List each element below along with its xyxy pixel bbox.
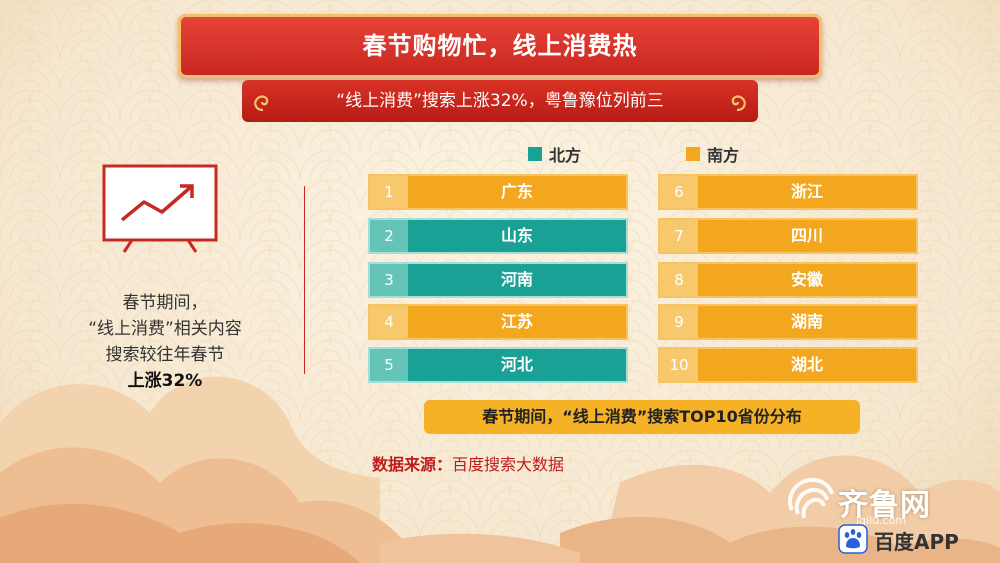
rank-row: 9 湖南 (658, 304, 918, 340)
rank-number: 7 (660, 220, 698, 252)
watermark-url: iqilu.com (856, 514, 907, 527)
stat-line-2: “线上消费”相关内容 (88, 319, 242, 339)
page-title: 春节购物忙，线上消费热 (362, 32, 638, 60)
iqilu-logo-icon (788, 477, 834, 519)
rank-row: 2 山东 (368, 218, 628, 254)
legend-north-label: 北方 (549, 146, 582, 165)
subtitle-bar (242, 80, 758, 122)
legend-north: 北方 (528, 144, 582, 165)
rank-province: 安徽 (698, 264, 916, 296)
legend-south-swatch (686, 147, 700, 161)
rank-number: 1 (370, 176, 408, 208)
stat-line-4: 上涨32% (127, 371, 203, 391)
rank-province: 湖北 (698, 349, 916, 381)
rank-province: 浙江 (698, 176, 916, 208)
cloud-swirl-icon (731, 95, 746, 112)
rank-province: 江苏 (408, 306, 626, 338)
ranking-caption: 春节期间，“线上消费”搜索TOP10省份分布 (424, 400, 860, 434)
rank-province: 四川 (698, 220, 916, 252)
legend-south: 南方 (686, 144, 740, 165)
cloud-swirl-icon (254, 95, 269, 112)
rank-row: 7 四川 (658, 218, 918, 254)
rank-row: 1 广东 (368, 174, 628, 210)
source-value: 百度搜索大数据 (452, 455, 565, 474)
rank-number: 9 (660, 306, 698, 338)
rank-province: 河南 (408, 264, 626, 296)
rank-number: 8 (660, 264, 698, 296)
divider-line (304, 186, 305, 374)
rank-row: 4 江苏 (368, 304, 628, 340)
rank-province: 广东 (408, 176, 626, 208)
rank-number: 2 (370, 220, 408, 252)
source-label: 数据来源： (372, 455, 453, 474)
baidu-paw-icon (838, 524, 868, 554)
watermark-site: 齐鲁网 (838, 488, 931, 523)
rank-number: 4 (370, 306, 408, 338)
rank-number: 6 (660, 176, 698, 208)
rank-row: 6 浙江 (658, 174, 918, 210)
baidu-app-label: 百度APP (874, 530, 959, 554)
rank-row: 10 湖北 (658, 347, 918, 383)
rank-province: 湖南 (698, 306, 916, 338)
rank-number: 3 (370, 264, 408, 296)
stat-line-3: 搜索较往年春节 (105, 345, 225, 365)
data-source: 数据来源：百度搜索大数据 (372, 452, 672, 478)
stat-line-1: 春节期间， (122, 293, 208, 313)
trend-chart-board-icon (102, 164, 218, 253)
rank-row: 8 安徽 (658, 262, 918, 298)
subtitle-text: “线上消费”搜索上涨32%，粤鲁豫位列前三 (336, 91, 664, 111)
rank-number: 5 (370, 349, 408, 381)
subtitle-banner: “线上消费”搜索上涨32%，粤鲁豫位列前三 (242, 80, 758, 122)
decorative-clouds (0, 376, 1000, 563)
rank-row: 5 河北 (368, 347, 628, 383)
rank-province: 河北 (408, 349, 626, 381)
title-banner: 春节购物忙，线上消费热 (178, 14, 822, 78)
rank-number: 10 (660, 349, 698, 381)
rank-row: 3 河南 (368, 262, 628, 298)
legend-north-swatch (528, 147, 542, 161)
legend-south-label: 南方 (707, 146, 740, 165)
rank-province: 山东 (408, 220, 626, 252)
